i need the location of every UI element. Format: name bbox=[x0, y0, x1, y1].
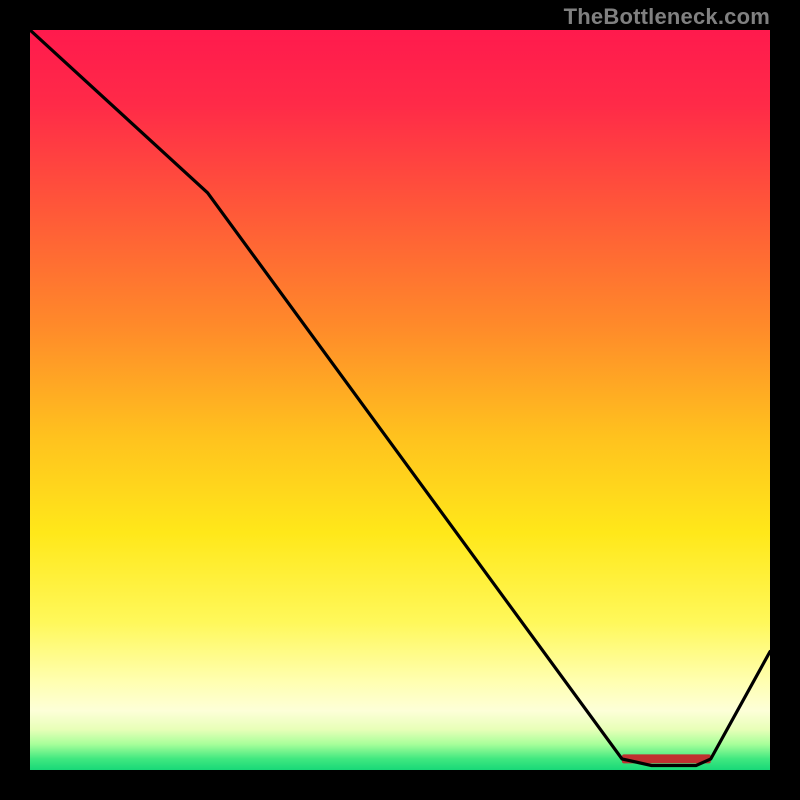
gradient-line-chart bbox=[0, 0, 800, 800]
chart-canvas: TheBottleneck.com bbox=[0, 0, 800, 800]
plot-area bbox=[30, 30, 770, 770]
watermark-text: TheBottleneck.com bbox=[564, 4, 770, 30]
